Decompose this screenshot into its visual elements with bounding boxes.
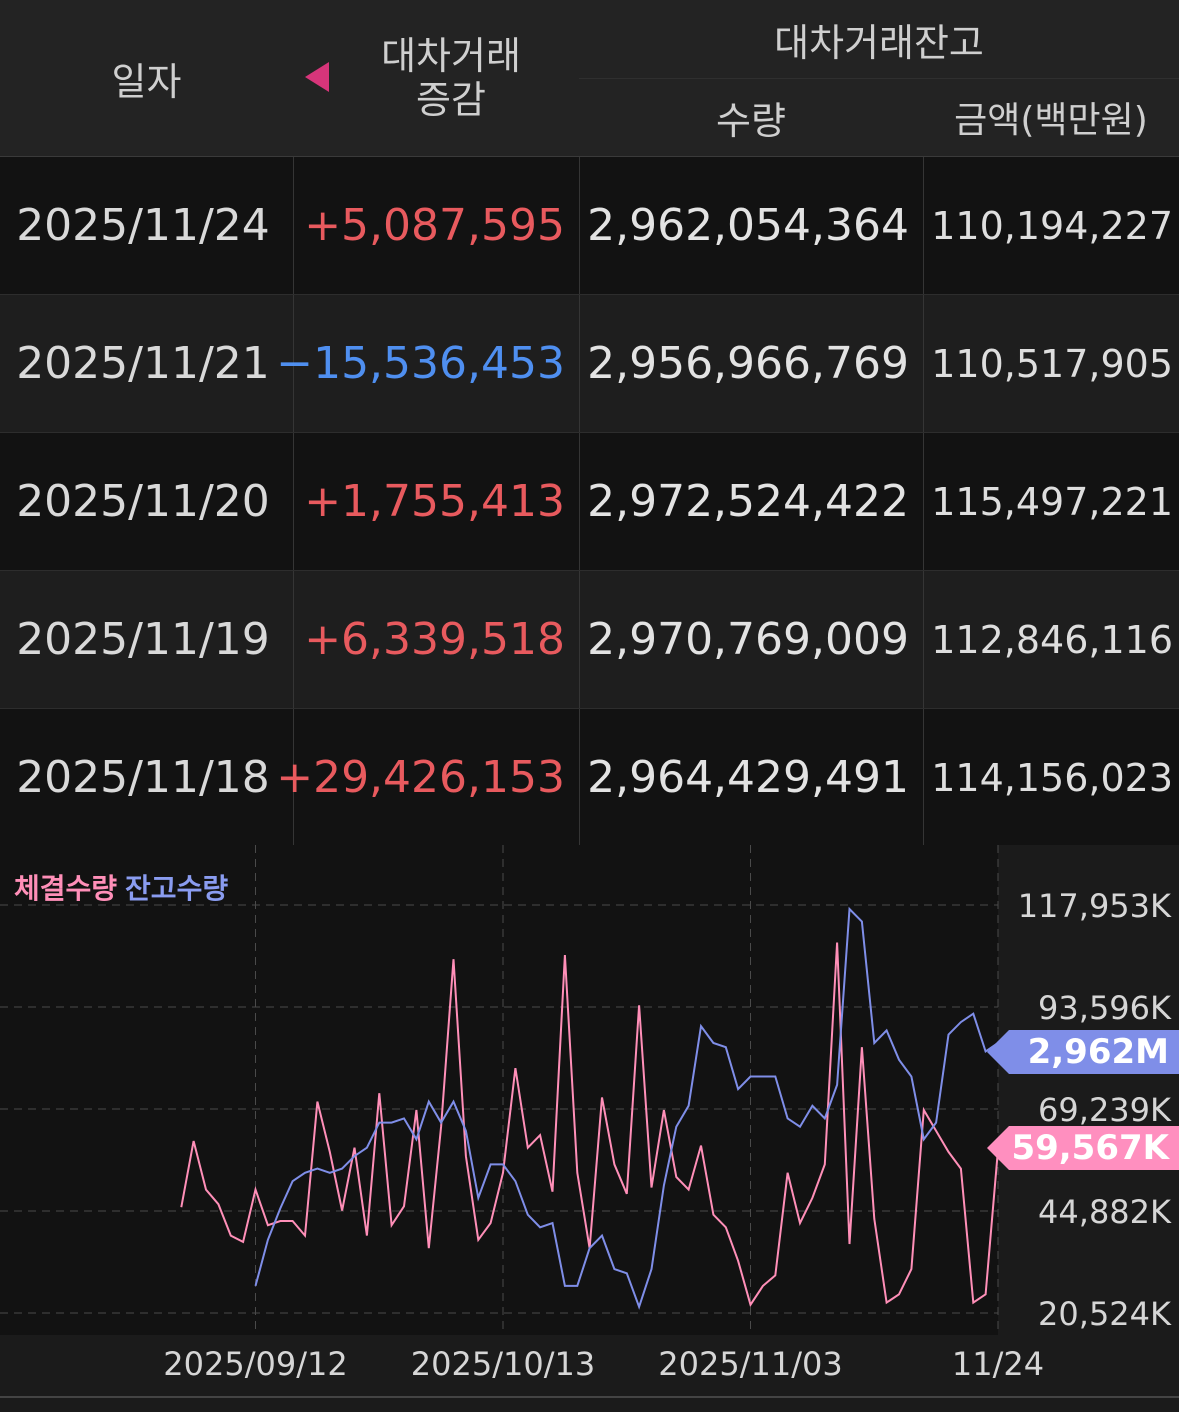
row-change: +5,087,595 — [304, 200, 565, 251]
chart-plot[interactable] — [0, 845, 1179, 1412]
lending-table: 2025/11/24 +5,087,595 2,962,054,364 110,… — [0, 157, 1179, 847]
x-tick-label: 11/24 — [951, 1345, 1045, 1383]
row-qty: 2,972,524,422 — [587, 476, 909, 527]
table-row[interactable]: 2025/11/19 +6,339,518 2,970,769,009 112,… — [0, 571, 1179, 709]
table-header: 일자 대차거래 증감 대차거래잔고 수량 금액(백만원) — [0, 0, 1179, 157]
row-qty: 2,964,429,491 — [587, 752, 909, 803]
change-column-header[interactable]: 대차거래 증감 — [293, 0, 579, 156]
legend-trade: 체결수량 — [14, 872, 118, 905]
change-header-line2: 증감 — [416, 78, 486, 122]
row-qty: 2,970,769,009 — [587, 614, 909, 665]
lending-chart[interactable]: 체결수량 잔고수량 117,953K 93,596K 69,239K 44,882K 20… — [0, 845, 1179, 1412]
balance-volume-line — [254, 906, 999, 1310]
table-row[interactable]: 2025/11/24 +5,087,595 2,962,054,364 110,… — [0, 157, 1179, 295]
balance-group-header: 대차거래잔고 — [579, 0, 1179, 79]
row-qty: 2,962,054,364 — [587, 200, 909, 251]
amount-column-header[interactable]: 금액(백만원) — [954, 100, 1148, 141]
row-change: +6,339,518 — [304, 614, 565, 665]
y-tick-label: 69,239K — [1038, 1090, 1171, 1129]
y-tick-label: 117,953K — [1017, 887, 1171, 925]
y-tick-label: 20,524K — [1038, 1295, 1171, 1333]
caret-left-icon[interactable] — [305, 62, 329, 92]
row-amount: 115,497,221 — [931, 479, 1173, 524]
date-column-header[interactable]: 일자 — [111, 59, 182, 104]
change-header-line1: 대차거래 — [381, 34, 521, 78]
row-date: 2025/11/18 — [16, 752, 270, 803]
row-change: +1,755,413 — [304, 476, 565, 527]
table-row[interactable]: 2025/11/20 +1,755,413 2,972,524,422 115,… — [0, 433, 1179, 571]
row-amount: 110,194,227 — [931, 203, 1173, 248]
row-qty: 2,956,966,769 — [587, 338, 909, 389]
row-date: 2025/11/24 — [16, 200, 270, 251]
x-tick-label: 2025/09/12 — [163, 1345, 348, 1383]
table-row[interactable]: 2025/11/21 −15,536,453 2,956,966,769 110… — [0, 295, 1179, 433]
plot-area — [0, 845, 998, 1335]
y-tick-label: 44,882K — [1038, 1192, 1171, 1231]
x-tick-label: 2025/11/03 — [658, 1345, 843, 1383]
x-tick-label: 2025/10/13 — [410, 1345, 596, 1383]
row-date: 2025/11/21 — [16, 338, 270, 389]
qty-column-header[interactable]: 수량 — [716, 98, 786, 143]
row-change: −15,536,453 — [276, 338, 565, 389]
row-amount: 114,156,023 — [931, 755, 1173, 800]
row-amount: 112,846,116 — [931, 617, 1173, 662]
row-date: 2025/11/20 — [16, 476, 270, 527]
trade-last-value-tag: 59,567K — [987, 1126, 1179, 1170]
legend-balance: 잔고수량 — [125, 872, 229, 905]
row-change: +29,426,153 — [276, 752, 565, 803]
chart-legend: 체결수량 잔고수량 — [14, 867, 228, 907]
balance-last-value-tag: 2,962M — [987, 1030, 1179, 1074]
row-date: 2025/11/19 — [16, 614, 270, 665]
table-row[interactable]: 2025/11/18 +29,426,153 2,964,429,491 114… — [0, 709, 1179, 847]
y-tick-label: 93,596K — [1038, 988, 1171, 1027]
row-amount: 110,517,905 — [931, 341, 1173, 386]
